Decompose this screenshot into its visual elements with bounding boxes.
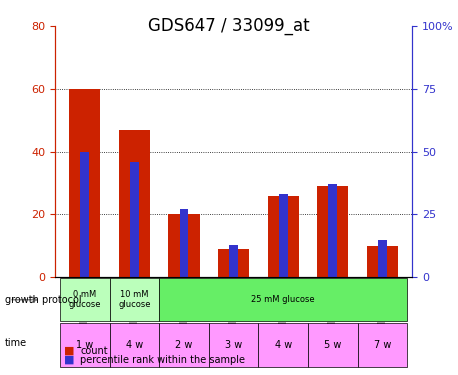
- Bar: [130, 162, 139, 277]
- FancyBboxPatch shape: [60, 278, 109, 321]
- Text: percentile rank within the sample: percentile rank within the sample: [80, 355, 245, 365]
- Bar: [279, 194, 288, 277]
- FancyBboxPatch shape: [258, 323, 308, 367]
- Text: 0 mM
glucose: 0 mM glucose: [69, 290, 101, 309]
- FancyBboxPatch shape: [209, 323, 258, 367]
- Text: 1 w: 1 w: [76, 340, 93, 350]
- Bar: [180, 209, 188, 277]
- Bar: [218, 249, 249, 277]
- Bar: [69, 89, 100, 277]
- Bar: [81, 152, 89, 277]
- Text: count: count: [80, 346, 108, 355]
- Text: 2 w: 2 w: [175, 340, 193, 350]
- Bar: [267, 196, 299, 277]
- Bar: [119, 130, 150, 277]
- Bar: [367, 246, 398, 277]
- Bar: [328, 184, 337, 277]
- Text: growth protocol: growth protocol: [5, 295, 81, 305]
- Text: 5 w: 5 w: [324, 340, 342, 350]
- Bar: [169, 214, 200, 277]
- Text: time: time: [5, 338, 27, 348]
- FancyBboxPatch shape: [308, 323, 358, 367]
- Bar: [378, 240, 387, 277]
- Text: 25 mM glucose: 25 mM glucose: [251, 295, 315, 304]
- Text: 3 w: 3 w: [225, 340, 242, 350]
- FancyBboxPatch shape: [109, 323, 159, 367]
- FancyBboxPatch shape: [159, 278, 407, 321]
- Text: 4 w: 4 w: [126, 340, 143, 350]
- Text: GDS647 / 33099_at: GDS647 / 33099_at: [148, 17, 310, 35]
- FancyBboxPatch shape: [60, 323, 109, 367]
- Bar: [229, 244, 238, 277]
- Text: 7 w: 7 w: [374, 340, 391, 350]
- Text: ■: ■: [64, 346, 75, 355]
- Text: 10 mM
glucose: 10 mM glucose: [118, 290, 151, 309]
- Text: 4 w: 4 w: [275, 340, 292, 350]
- Bar: [317, 186, 349, 277]
- FancyBboxPatch shape: [358, 323, 407, 367]
- Text: ■: ■: [64, 355, 75, 365]
- FancyBboxPatch shape: [109, 278, 159, 321]
- FancyBboxPatch shape: [159, 323, 209, 367]
